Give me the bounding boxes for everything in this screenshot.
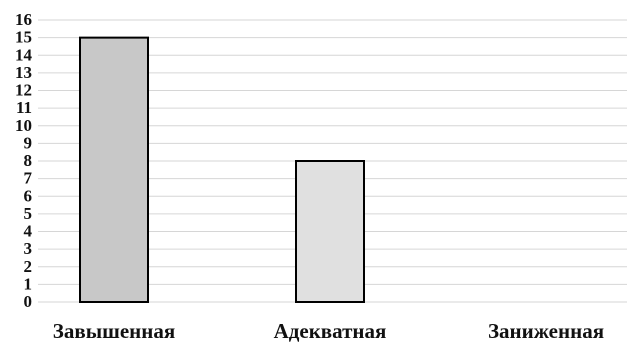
y-tick-label: 8	[24, 151, 33, 170]
bars	[79, 36, 365, 303]
y-tick-label: 7	[24, 169, 33, 188]
x-category-label: Завышенная	[53, 319, 175, 343]
y-tick-label: 6	[24, 186, 33, 205]
x-category-label: Адекватная	[274, 319, 387, 343]
y-tick-label: 11	[16, 98, 32, 117]
y-tick-label: 12	[15, 81, 32, 100]
y-tick-label: 5	[24, 204, 33, 223]
y-tick-label: 9	[24, 133, 33, 152]
y-tick-label: 16	[15, 10, 32, 29]
bar	[295, 160, 365, 303]
y-tick-label: 10	[15, 116, 32, 135]
y-tick-label: 1	[24, 274, 33, 293]
x-category-label: Заниженная	[488, 319, 604, 343]
y-tick-label: 14	[15, 45, 33, 64]
bar	[79, 36, 149, 303]
y-tick-label: 2	[24, 257, 33, 276]
y-tick-label: 3	[24, 239, 33, 258]
y-tick-label: 4	[24, 222, 33, 241]
y-tick-label: 15	[15, 28, 32, 47]
y-tick-label: 0	[24, 292, 33, 311]
x-axis-labels: Завышенная Адекватная Заниженная	[53, 319, 604, 343]
y-tick-label: 13	[15, 63, 32, 82]
